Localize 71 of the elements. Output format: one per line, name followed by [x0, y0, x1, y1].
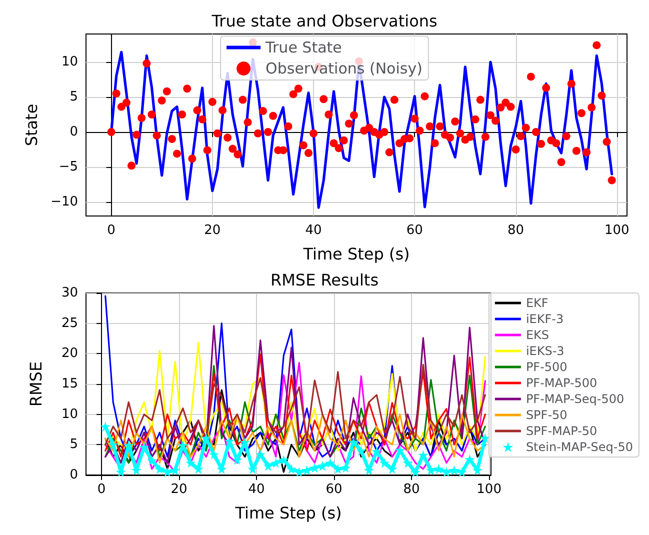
point — [410, 466, 420, 477]
point — [108, 440, 118, 450]
x-tick-label: 20 — [170, 482, 188, 497]
point — [387, 464, 398, 474]
x-tick-label: 80 — [403, 482, 420, 497]
y-tick-label: 5 — [70, 90, 78, 104]
point — [201, 432, 212, 443]
point — [364, 465, 374, 476]
y-tick-label: 0 — [70, 468, 78, 482]
y-axis-title: State — [22, 104, 42, 146]
y-tick-label: 10 — [61, 406, 78, 422]
x-tick-label: 100 — [476, 482, 502, 497]
chart-title: RMSE Results — [270, 270, 379, 290]
legend-label: Observations (Noisy) — [266, 60, 422, 78]
legend-label: SPF-MAP-50 — [526, 424, 598, 438]
x-tick-label: 20 — [204, 223, 221, 238]
legend-label: PF-500 — [526, 360, 568, 374]
y-tick-label: −10 — [50, 194, 78, 210]
y-tick-label: 30 — [61, 286, 78, 300]
x-tick-label: 40 — [248, 482, 265, 497]
point — [154, 464, 165, 474]
point — [340, 462, 351, 473]
legend-label: EKS — [526, 328, 550, 342]
legend-label: iEKS-3 — [526, 344, 564, 358]
line-series — [104, 353, 486, 458]
x-tick-label: 60 — [406, 223, 423, 238]
point — [449, 465, 460, 476]
point — [124, 440, 134, 450]
line-series — [104, 324, 486, 464]
y-tick-label: 5 — [70, 437, 78, 452]
point — [434, 464, 444, 474]
point — [186, 458, 196, 468]
x-tick-label: 40 — [305, 223, 322, 238]
y-tick-label: 10 — [61, 54, 78, 70]
chart-title: True state and Observations — [210, 12, 438, 30]
point — [146, 455, 157, 466]
point — [480, 432, 490, 443]
legend-label: PF-MAP-500 — [526, 376, 598, 390]
legend-label: True State — [264, 38, 342, 56]
x-tick-label: 60 — [326, 482, 342, 497]
point — [224, 436, 234, 446]
legend-label: Stein-MAP-Seq-50 — [526, 440, 634, 454]
point — [170, 465, 180, 476]
point — [240, 437, 250, 448]
x-axis-title: Time Step (s) — [302, 244, 410, 264]
point — [356, 446, 366, 456]
x-tick-label: 100 — [604, 223, 630, 238]
point — [379, 458, 390, 468]
y-axis-title: RMSE — [26, 361, 46, 407]
x-tick-label: 0 — [97, 482, 106, 497]
y-tick-label: 25 — [61, 316, 78, 331]
legend-label: SPF-50 — [526, 408, 568, 422]
point — [286, 464, 296, 474]
y-tick-label: 0 — [70, 124, 78, 140]
y-tick-label: −5 — [58, 160, 78, 174]
line-series — [104, 364, 486, 446]
y-tick-label: 20 — [61, 346, 78, 362]
x-tick-label: 0 — [107, 223, 116, 238]
point — [325, 458, 336, 468]
point — [100, 421, 110, 432]
legend-label: EKF — [526, 296, 548, 310]
point — [402, 458, 413, 468]
point — [208, 449, 219, 460]
legend-label: PF-MAP-Seq-500 — [526, 392, 624, 406]
x-axis-title: Time Step (s) — [234, 504, 342, 522]
point — [278, 454, 289, 465]
y-tick-label: 15 — [61, 376, 78, 392]
point — [232, 454, 242, 465]
legend-label: iEKF-3 — [526, 312, 564, 326]
line-series — [104, 414, 486, 464]
x-tick-label: 80 — [507, 223, 524, 238]
